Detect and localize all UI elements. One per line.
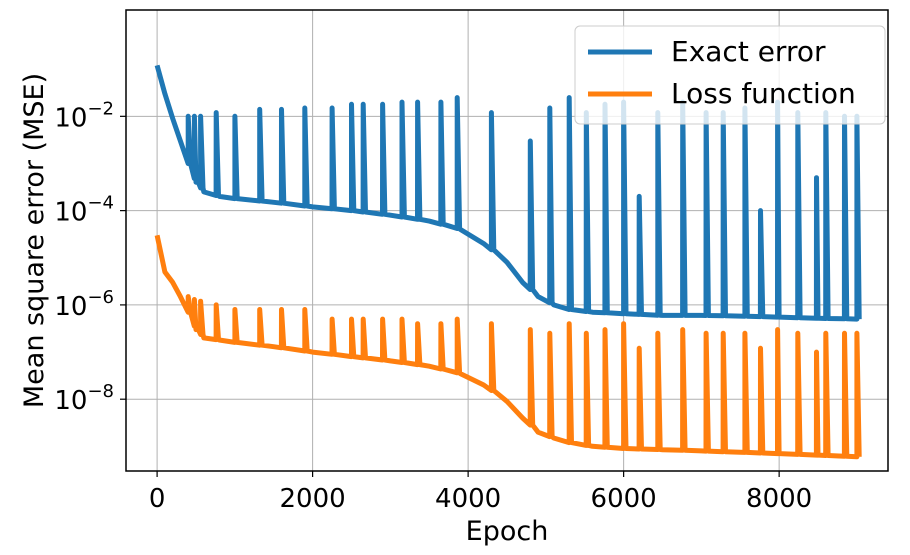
legend-box [574, 25, 886, 125]
plot-frame [125, 9, 889, 472]
x-tick-label: 0 [149, 484, 166, 514]
tick-layer: 0 2000 4000 6000 8000 10−8 10−6 10−4 10−2 [54, 98, 812, 514]
y-tick-label: 10−6 [54, 287, 114, 322]
series-layer [154, 64, 862, 460]
y-tick-label: 10−8 [54, 381, 114, 416]
series-line-loss-function [154, 234, 862, 460]
y-axis-label: Mean square error (MSE) [19, 73, 50, 408]
x-tick-label: 8000 [746, 484, 812, 514]
legend-label-exact-error: Exact error [671, 35, 826, 68]
x-tick-label: 2000 [280, 484, 346, 514]
series-line-exact-error [154, 64, 862, 322]
y-tick-label: 10−2 [54, 98, 114, 133]
y-tick-label: 10−4 [54, 193, 114, 228]
x-tick-label: 4000 [435, 484, 501, 514]
legend-label-loss-function: Loss function [671, 77, 856, 110]
legend: Exact error Loss function [574, 25, 886, 125]
x-axis-label: Epoch [466, 516, 549, 547]
x-tick-label: 6000 [591, 484, 657, 514]
